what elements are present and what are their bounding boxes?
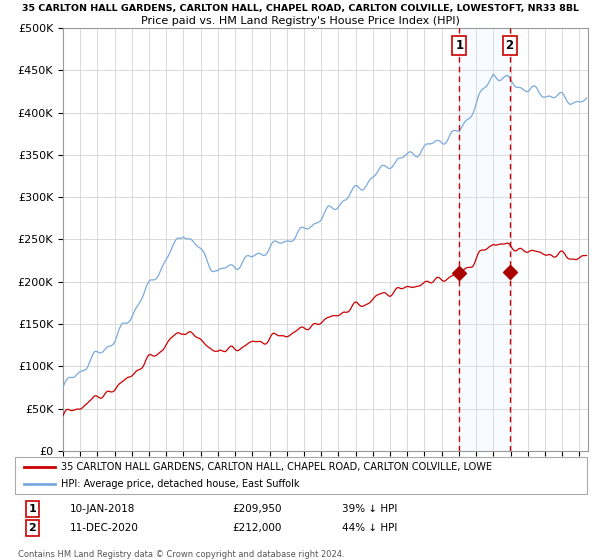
FancyBboxPatch shape — [15, 457, 587, 494]
Text: £212,000: £212,000 — [232, 523, 281, 533]
Text: 44% ↓ HPI: 44% ↓ HPI — [342, 523, 397, 533]
Text: 35 CARLTON HALL GARDENS, CARLTON HALL, CHAPEL ROAD, CARLTON COLVILLE, LOWE: 35 CARLTON HALL GARDENS, CARLTON HALL, C… — [61, 461, 492, 472]
Text: £209,950: £209,950 — [232, 504, 281, 514]
Text: 39% ↓ HPI: 39% ↓ HPI — [342, 504, 397, 514]
Text: 10-JAN-2018: 10-JAN-2018 — [70, 504, 135, 514]
Text: HPI: Average price, detached house, East Suffolk: HPI: Average price, detached house, East… — [61, 479, 300, 489]
Text: 1: 1 — [28, 504, 36, 514]
Text: 2: 2 — [28, 523, 36, 533]
Text: 1: 1 — [455, 39, 463, 52]
Text: 11-DEC-2020: 11-DEC-2020 — [70, 523, 139, 533]
Text: Price paid vs. HM Land Registry's House Price Index (HPI): Price paid vs. HM Land Registry's House … — [140, 16, 460, 26]
Text: 35 CARLTON HALL GARDENS, CARLTON HALL, CHAPEL ROAD, CARLTON COLVILLE, LOWESTOFT,: 35 CARLTON HALL GARDENS, CARLTON HALL, C… — [22, 4, 578, 13]
Text: Contains HM Land Registry data © Crown copyright and database right 2024.
This d: Contains HM Land Registry data © Crown c… — [18, 550, 344, 560]
Bar — [460, 28, 509, 451]
Text: 2: 2 — [506, 39, 514, 52]
